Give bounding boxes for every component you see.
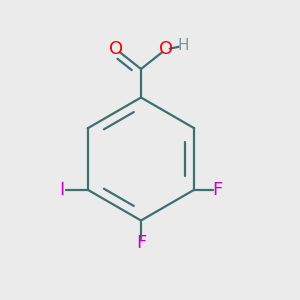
Text: O: O	[109, 40, 124, 58]
Text: H: H	[177, 38, 189, 53]
Text: F: F	[212, 181, 223, 199]
Text: O: O	[158, 40, 173, 58]
Text: I: I	[60, 181, 65, 199]
Text: F: F	[136, 234, 146, 252]
